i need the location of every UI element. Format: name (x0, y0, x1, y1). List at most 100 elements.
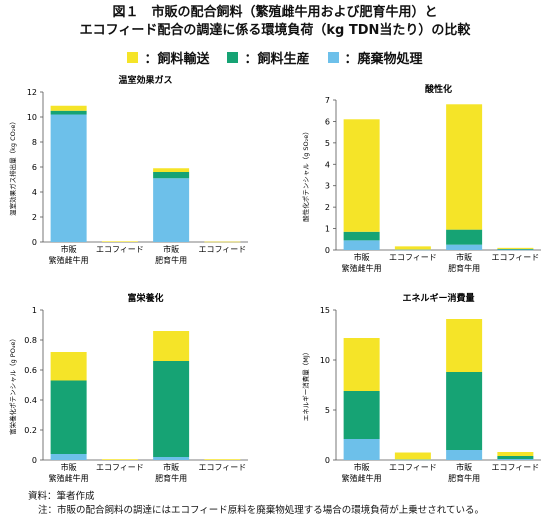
chart-0-bar-2-0 (153, 178, 190, 242)
chart-2-ytick-label-0: 0 (32, 456, 37, 465)
chart-2-xlabel-1: エコフィード (96, 463, 144, 472)
chart-1-bar-2-0 (446, 244, 483, 250)
chart-0-bar-3-2 (204, 241, 241, 243)
chart-3-bar-2-2 (446, 319, 483, 372)
chart-1-ytick-label-2: 2 (325, 203, 330, 212)
chart-1-bar-0-0 (343, 240, 380, 250)
chart-2-ytick-label-5: 1 (32, 306, 37, 315)
chart-2-group-0: 繁殖雌牛用 (49, 473, 89, 483)
legend-swatch-waste (327, 52, 339, 63)
chart-3-group-0: 繁殖雌牛用 (342, 473, 382, 483)
chart-3-xlabel-0: 市販 (354, 462, 370, 472)
chart-3-ytick-label-3: 15 (320, 306, 330, 315)
chart-3-bar-1-0 (394, 459, 431, 461)
chart-2-ytick-label-2: 0.4 (24, 396, 37, 405)
chart-3-xlabel-1: エコフィード (389, 463, 437, 472)
chart-2-bar-1-2 (101, 459, 138, 460)
chart-0-xlabel-2: 市販 (163, 244, 179, 254)
chart-0-xlabel-0: 市販 (61, 244, 77, 254)
chart-0-xlabel-3: エコフィード (198, 245, 246, 254)
chart-2-ytick-label-4: 0.8 (24, 336, 37, 345)
chart-3-bar-2-0 (446, 450, 483, 460)
chart-0-group-0: 繁殖雌牛用 (49, 255, 89, 265)
legend-item-transport: ：飼料輸送 (127, 48, 209, 67)
chart-1-ytick-label-0: 0 (325, 246, 330, 255)
chart-1-bar-0-1 (343, 231, 380, 241)
chart-1-ytick-label-1: 1 (325, 225, 330, 234)
chart-3-bar-0-2 (343, 338, 380, 391)
chart-3-bar-3-1 (497, 456, 534, 459)
chart-3-bar-0-1 (343, 391, 380, 439)
chart-0-bar-2-2 (153, 168, 190, 172)
chart-0-ytick-label-2: 4 (32, 188, 37, 197)
chart-1-bar-1-2 (394, 246, 431, 250)
legend-item-production: ：飼料生産 (227, 48, 310, 67)
chart-1-xlabel-0: 市販 (354, 252, 370, 262)
chart-1-ytick-label-5: 5 (325, 139, 330, 148)
chart-0-ytick-label-5: 10 (27, 113, 37, 122)
chart-3-ytick-label-1: 5 (325, 406, 330, 415)
chart-0-bar-0-2 (50, 105, 87, 111)
chart-1-group-0: 繁殖雌牛用 (342, 263, 382, 273)
chart-3-xlabel-2: 市販 (456, 462, 472, 472)
chart-3-ytick-label-2: 10 (320, 356, 330, 365)
legend: ：飼料輸送 ：飼料生産 ：廃棄物処理 (0, 48, 550, 67)
chart-3-bar-2-1 (446, 372, 483, 450)
chart-1-xlabel-2: 市販 (456, 252, 472, 262)
legend-swatch-production (227, 52, 239, 63)
chart-2-ylabel: 富栄養化ポテンシャル（g PO₄e） (8, 335, 17, 435)
chart-1-ytick-label-4: 4 (325, 160, 330, 169)
chart-2-xlabel-3: エコフィード (198, 463, 246, 472)
legend-label-transport: ：飼料輸送 (144, 52, 210, 67)
chart-1-ytick-label-7: 7 (325, 96, 330, 105)
footer-note: 注：市販の配合飼料の調達にはエコフィード原料を廃棄物処理する場合の環境負荷が上乗… (38, 505, 485, 516)
chart-1-xlabel-3: エコフィード (491, 253, 539, 262)
chart-3-title: エネルギー消費量 (402, 292, 474, 304)
legend-label-production: ：飼料生産 (244, 52, 310, 67)
legend-swatch-transport (127, 52, 139, 63)
chart-0-bar-0-1 (50, 110, 87, 115)
legend-item-waste: ：廃棄物処理 (327, 48, 423, 67)
figure-title: 図１ 市販の配合飼料（繁殖雌牛用および肥育牛用）と エコフィード配合の調達に係る… (0, 4, 550, 40)
chart-2-bar-2-2 (153, 331, 190, 361)
chart-3-group-1: 肥育牛用 (448, 473, 480, 483)
chart-2-bar-0-2 (50, 352, 87, 381)
chart-0-bar-0-0 (50, 114, 87, 242)
chart-0-ytick-label-0: 0 (32, 238, 37, 247)
chart-2-bar-2-1 (153, 361, 190, 457)
chart-0-ytick-label-1: 2 (32, 213, 37, 222)
chart-0-ylabel: 温室効果ガス排出量（kg CO₂e） (8, 118, 17, 216)
chart-0-bar-2-1 (153, 172, 190, 179)
chart-1-ytick-label-6: 6 (325, 117, 330, 126)
chart-3-ylabel: エネルギー消費量（MJ） (301, 349, 310, 422)
chart-3-xlabel-3: エコフィード (491, 463, 539, 472)
chart-2-bar-3-2 (204, 459, 241, 460)
chart-0-ytick-label-4: 8 (32, 138, 37, 147)
chart-2-xlabel-0: 市販 (61, 462, 77, 472)
chart-0-xlabel-1: エコフィード (96, 245, 144, 254)
chart-2-xlabel-2: 市販 (163, 462, 179, 472)
chart-0-bar-1-2 (101, 241, 138, 242)
chart-2-bar-0-0 (50, 454, 87, 460)
chart-2-ytick-label-1: 0.2 (24, 426, 37, 435)
legend-label-waste: ：廃棄物処理 (344, 52, 423, 67)
chart-1-bar-2-1 (446, 229, 483, 245)
chart-0-ytick-label-3: 6 (32, 163, 37, 172)
chart-1-bar-3-1 (497, 248, 534, 250)
chart-0-ytick-label-6: 12 (27, 88, 37, 97)
chart-1-bar-3-2 (497, 247, 534, 249)
chart-1-group-1: 肥育牛用 (448, 263, 480, 273)
chart-3-ytick-label-0: 0 (325, 456, 330, 465)
chart-1-ylabel: 酸性化ポテンシャル（g SO₂e） (301, 128, 310, 222)
chart-1-bar-3-0 (497, 249, 534, 251)
chart-1-xlabel-1: エコフィード (389, 253, 437, 262)
chart-1-ytick-label-3: 3 (325, 182, 330, 191)
chart-2-group-1: 肥育牛用 (155, 473, 187, 483)
chart-3-bar-1-2 (394, 452, 431, 460)
chart-1-bar-1-0 (394, 249, 431, 251)
chart-0-group-1: 肥育牛用 (155, 255, 187, 265)
figure-title-line2: エコフィード配合の調達に係る環境負荷（kg TDN当たり）の比較 (79, 23, 471, 38)
chart-3-bar-3-0 (497, 459, 534, 460)
chart-2-title: 富栄養化 (127, 292, 163, 304)
